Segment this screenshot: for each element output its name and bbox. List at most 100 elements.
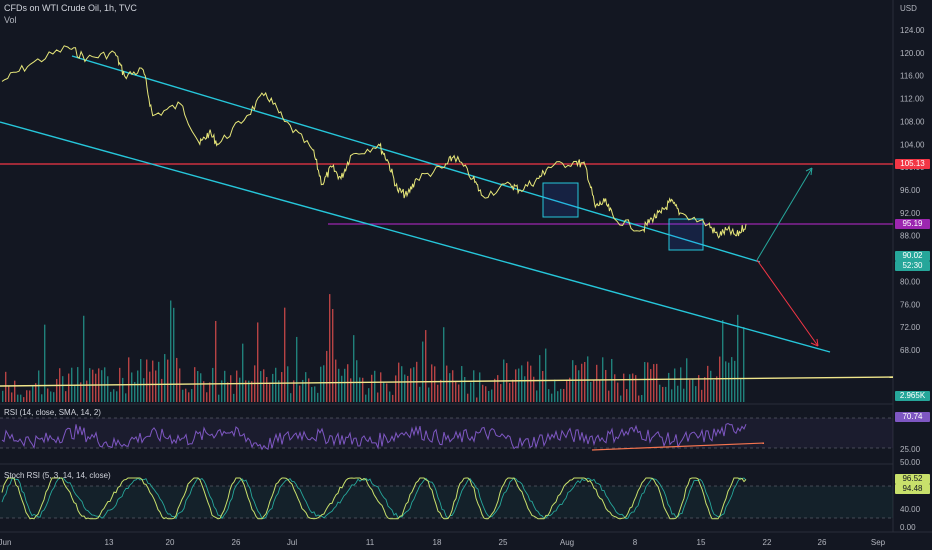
volume-bar <box>209 382 211 402</box>
volume-bar <box>221 380 223 402</box>
volume-bar <box>218 394 220 402</box>
price-tick: 76.00 <box>900 300 921 309</box>
highlight-box-2[interactable] <box>668 218 704 251</box>
projection-up-arrow[interactable] <box>756 167 813 261</box>
highlight-box-1[interactable] <box>542 182 579 218</box>
volume-bar <box>41 394 43 402</box>
volume-bar <box>623 373 625 402</box>
volume-bar <box>737 314 739 402</box>
volume-bar <box>17 394 19 402</box>
volume-bar <box>233 393 235 402</box>
volume-bar <box>65 391 67 402</box>
volume-bar <box>344 368 346 402</box>
volume-bar <box>401 366 403 402</box>
volume-bar <box>530 365 532 402</box>
volume-bar <box>551 393 553 402</box>
volume-bar <box>281 372 283 402</box>
stoch-band <box>0 486 893 518</box>
volume-bar <box>638 395 640 402</box>
chart-header: CFDs on WTI Crude Oil, 1h, TVC Vol <box>4 3 137 25</box>
volume-bar <box>269 382 271 402</box>
date-tick: 25 <box>499 538 508 547</box>
volume-bar <box>698 375 700 402</box>
volume-bar <box>542 371 544 402</box>
volume-bar <box>29 390 31 402</box>
volume-bar <box>362 377 364 402</box>
volume-bar <box>452 370 454 402</box>
volume-bar <box>461 366 463 402</box>
date-tick: Aug <box>560 538 574 547</box>
rsi-trendline[interactable] <box>591 442 765 451</box>
volume-bar <box>230 375 232 402</box>
volume-bar <box>68 373 70 402</box>
price-tick: 92.00 <box>900 209 921 218</box>
volume-bar <box>431 364 433 402</box>
volume-pane-label: Vol <box>4 15 17 25</box>
volume-bar <box>272 373 274 402</box>
volume-bar <box>107 376 109 402</box>
rsi-line <box>1 422 747 451</box>
volume-bar <box>683 388 685 402</box>
price-tick: 88.00 <box>900 232 921 241</box>
price-tick: 68.00 <box>900 346 921 355</box>
rsi-tick-25: 25.00 <box>900 445 921 454</box>
volume-bar <box>242 343 244 402</box>
volume-bar <box>509 382 511 402</box>
projection-down-arrow[interactable] <box>756 259 819 347</box>
volume-bar <box>101 370 103 402</box>
volume-bar <box>482 384 484 402</box>
volume-bar <box>215 320 217 402</box>
volume-bar <box>131 372 133 402</box>
volume-bar <box>500 384 502 402</box>
volume-bar <box>212 367 214 402</box>
stoch-tick-0: 0.00 <box>900 523 916 532</box>
price-axis-ticks: 124.00120.00116.00112.00108.00104.00100.… <box>900 26 925 355</box>
volume-bar <box>521 365 523 402</box>
volume-bar <box>152 360 154 402</box>
volume-bar <box>446 365 448 402</box>
volume-bar <box>656 363 658 402</box>
date-tick: 26 <box>232 538 241 547</box>
volume-bar <box>320 366 322 402</box>
volume-bar <box>476 397 478 402</box>
volume-bar <box>566 379 568 402</box>
volume-bar <box>632 373 634 402</box>
volume-bar <box>713 380 715 402</box>
volume-bar <box>413 367 415 402</box>
volume-bar <box>389 391 391 402</box>
volume-bar <box>641 394 643 402</box>
date-tick: 15 <box>697 538 706 547</box>
volume-bar <box>332 309 334 402</box>
volume-bar <box>458 384 460 402</box>
rsi-pane-label[interactable]: RSI (14, close, SMA, 14, 2) <box>4 408 101 417</box>
volume-bar <box>158 361 160 402</box>
volume-bar <box>668 372 670 402</box>
volume-bar <box>8 385 10 402</box>
volume-bar <box>605 369 607 402</box>
volume-bar <box>185 388 187 402</box>
volume-bar <box>626 389 628 402</box>
resistance-price-tag: 105.13 <box>895 159 930 169</box>
volume-bar <box>599 379 601 402</box>
channel-upper-line[interactable] <box>71 55 761 263</box>
volume-bar <box>263 369 265 402</box>
stoch-pane-label[interactable]: Stoch RSI (5, 3, 14, 14, close) <box>4 471 111 480</box>
volume-bar <box>200 373 202 402</box>
volume-bar <box>725 361 727 402</box>
volume-bar <box>617 382 619 402</box>
volume-bar <box>122 377 124 402</box>
date-tick: Sep <box>871 538 886 547</box>
volume-bar <box>62 376 64 402</box>
channel-lower-line[interactable] <box>0 121 831 353</box>
volume-bar <box>167 359 169 402</box>
volume-bar <box>299 385 301 402</box>
volume-bar <box>350 378 352 402</box>
date-tick: 18 <box>433 538 442 547</box>
symbol-title[interactable]: CFDs on WTI Crude Oil, 1h, TVC <box>4 3 137 13</box>
volume-bar <box>473 370 475 402</box>
volume-bar <box>26 390 28 402</box>
time-axis-ticks: Jun 13 20 26 Jul 11 18 25 Aug 8 15 22 26 Sep <box>0 538 886 547</box>
date-tick: Jul <box>287 538 297 547</box>
price-tick: 108.00 <box>900 117 925 126</box>
